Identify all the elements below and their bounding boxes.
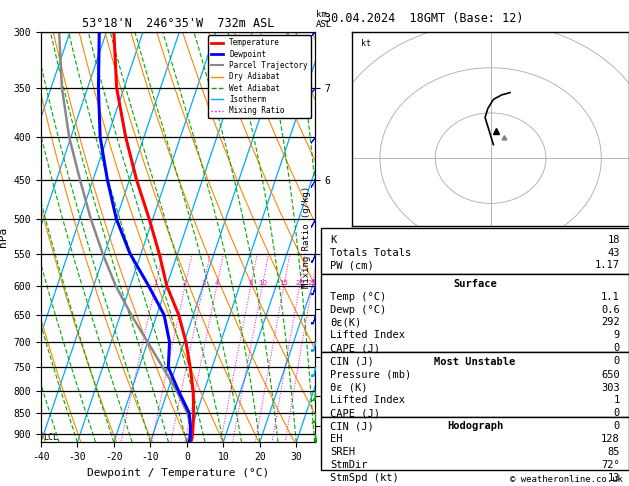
X-axis label: Dewpoint / Temperature (°C): Dewpoint / Temperature (°C) [87,468,269,478]
Text: θε (K): θε (K) [330,382,367,393]
Text: StmDir: StmDir [330,460,367,470]
Text: 2: 2 [183,279,187,286]
Text: kt: kt [360,39,370,49]
Text: 8: 8 [248,279,253,286]
Text: StmSpd (kt): StmSpd (kt) [330,473,399,483]
Text: CAPE (J): CAPE (J) [330,343,380,353]
Text: Lifted Index: Lifted Index [330,330,405,340]
Text: 1: 1 [613,396,620,405]
Text: Pressure (mb): Pressure (mb) [330,370,411,380]
Text: 13: 13 [607,473,620,483]
Text: 0.6: 0.6 [601,305,620,314]
Text: LCL: LCL [43,433,58,442]
Text: Dewp (°C): Dewp (°C) [330,305,386,314]
Text: 3: 3 [201,279,206,286]
Text: Totals Totals: Totals Totals [330,247,411,258]
Text: 85: 85 [607,447,620,457]
Y-axis label: hPa: hPa [0,227,8,247]
Text: Temp (°C): Temp (°C) [330,292,386,302]
Text: SREH: SREH [330,447,355,457]
Text: 30.04.2024  18GMT (Base: 12): 30.04.2024 18GMT (Base: 12) [324,12,523,25]
Text: 0: 0 [613,343,620,353]
Text: EH: EH [330,434,343,444]
Text: 292: 292 [601,317,620,328]
Text: km
ASL: km ASL [316,10,332,29]
Bar [321,228,629,274]
Text: 25: 25 [308,279,316,286]
Text: 1.17: 1.17 [595,260,620,270]
Text: Most Unstable: Most Unstable [434,357,516,367]
Text: 1.1: 1.1 [601,292,620,302]
Text: PW (cm): PW (cm) [330,260,374,270]
Text: 15: 15 [279,279,288,286]
Text: K: K [330,235,337,244]
Text: 128: 128 [601,434,620,444]
Text: Surface: Surface [453,279,497,289]
Text: 4: 4 [214,279,219,286]
Text: 0: 0 [613,421,620,431]
Text: © weatheronline.co.uk: © weatheronline.co.uk [510,474,623,484]
Bar [321,274,629,352]
Text: 10: 10 [258,279,267,286]
Text: 0: 0 [613,408,620,418]
Text: 1: 1 [153,279,158,286]
Legend: Temperature, Dewpoint, Parcel Trajectory, Dry Adiabat, Wet Adiabat, Isotherm, Mi: Temperature, Dewpoint, Parcel Trajectory… [208,35,311,118]
Text: 20: 20 [295,279,304,286]
Text: θε(K): θε(K) [330,317,361,328]
Text: 0: 0 [613,356,620,366]
Text: 9: 9 [613,330,620,340]
Text: 72°: 72° [601,460,620,470]
Text: 650: 650 [601,370,620,380]
Text: 18: 18 [607,235,620,244]
Title: 53°18'N  246°35'W  732m ASL: 53°18'N 246°35'W 732m ASL [82,17,274,31]
Text: CAPE (J): CAPE (J) [330,408,380,418]
Bar [321,352,629,417]
Text: Lifted Index: Lifted Index [330,396,405,405]
Text: Mixing Ratio (g/kg): Mixing Ratio (g/kg) [303,186,311,288]
Bar [321,417,629,470]
Text: 303: 303 [601,382,620,393]
Text: CIN (J): CIN (J) [330,421,374,431]
Text: Hodograph: Hodograph [447,421,503,431]
Text: CIN (J): CIN (J) [330,356,374,366]
Text: 43: 43 [607,247,620,258]
